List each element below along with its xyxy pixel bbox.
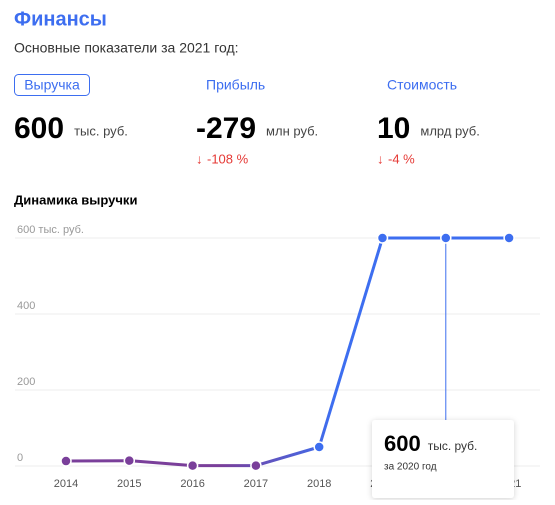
y-tick-label: 600 тыс. руб. <box>17 224 84 236</box>
x-tick-label: 2015 <box>117 478 141 490</box>
metric-unit: млн руб. <box>266 123 318 138</box>
tooltip-value: 600 <box>384 431 421 456</box>
arrow-icon: ↓ <box>377 151 384 166</box>
x-tick-label: 2017 <box>244 478 268 490</box>
metric-label[interactable]: Выручка <box>24 77 80 93</box>
point[interactable] <box>313 441 325 453</box>
arrow-icon: ↓ <box>196 151 203 166</box>
x-tick-label: 2016 <box>180 478 204 490</box>
point[interactable] <box>376 232 389 244</box>
tooltip-unit: тыс. руб. <box>428 439 478 453</box>
y-tick-label: 0 <box>17 452 23 464</box>
point[interactable] <box>250 459 262 472</box>
metric-change: -4 % <box>388 151 415 166</box>
x-tick-label: 2018 <box>307 478 331 490</box>
metric-value: 10 <box>377 112 410 145</box>
metric-unit: тыс. руб. <box>74 123 128 138</box>
tab-border[interactable] <box>14 74 90 96</box>
metric-value: 600 <box>14 112 64 145</box>
metric-label[interactable]: Прибыль <box>206 77 265 93</box>
point[interactable] <box>186 459 199 472</box>
point[interactable] <box>440 232 452 244</box>
metric-unit: млрд руб. <box>420 123 479 138</box>
point[interactable] <box>123 454 136 467</box>
tooltip-box <box>372 420 514 498</box>
point[interactable] <box>503 232 515 244</box>
metric-change: -108 % <box>207 151 249 166</box>
title: Финансы <box>14 8 107 30</box>
metric-label[interactable]: Стоимость <box>387 77 457 93</box>
tooltip: 600 тыс. руб. за 2020 год <box>372 420 514 498</box>
chart-title: Динамика выручки <box>14 192 137 207</box>
y-tick-label: 400 <box>17 300 35 312</box>
point[interactable] <box>60 455 72 467</box>
metric-value: -279 <box>196 112 256 145</box>
tooltip-period: за 2020 год <box>384 462 437 473</box>
x-tick-label: 2014 <box>54 478 78 490</box>
y-tick-label: 200 <box>17 376 35 388</box>
series-line <box>65 236 510 468</box>
subtitle: Основные показатели за 2021 год: <box>14 40 239 56</box>
